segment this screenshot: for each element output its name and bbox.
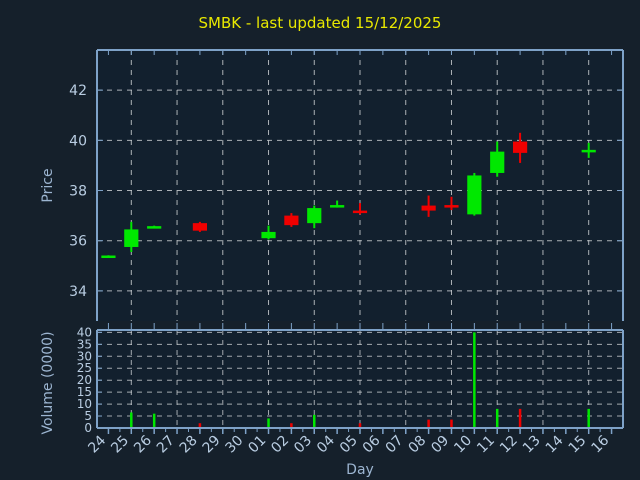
volume-ytick-label: 20 <box>77 373 92 387</box>
candle-body <box>512 141 528 153</box>
xtick-label-05: 05 <box>337 433 361 457</box>
x-axis-title: Day <box>346 462 374 478</box>
xtick-label-02: 02 <box>268 433 292 457</box>
candlestick-24 <box>101 255 116 259</box>
volume-ytick-label: 0 <box>84 421 92 435</box>
xtick-label-10: 10 <box>451 433 475 457</box>
volume-ytick-label: 10 <box>77 397 92 411</box>
xtick-label-16: 16 <box>588 432 612 456</box>
xtick-label-11: 11 <box>474 433 498 457</box>
volume-ytick-label: 35 <box>77 337 92 351</box>
candle-body <box>124 229 139 247</box>
xtick-label-04: 04 <box>314 432 338 456</box>
candlestick-11 <box>490 141 505 177</box>
xtick-label-30: 30 <box>223 433 247 457</box>
xtick-label-27: 27 <box>154 433 178 457</box>
chart-title: SMBK - last updated 15/12/2025 <box>198 14 442 32</box>
volume-ytick-label: 30 <box>77 349 92 363</box>
xtick-label-12: 12 <box>497 433 521 457</box>
candlestick-03 <box>307 205 322 229</box>
price-ytick-label: 38 <box>69 184 87 200</box>
xtick-label-03: 03 <box>291 433 315 457</box>
candle-body <box>421 205 436 211</box>
candle-body <box>490 151 505 173</box>
candlestick-26 <box>147 225 162 229</box>
candlestick-09 <box>444 196 459 211</box>
xtick-label-08: 08 <box>406 433 430 457</box>
candle-body <box>284 215 299 226</box>
xtick-label-15: 15 <box>566 433 590 457</box>
price-ytick-label: 36 <box>69 234 87 250</box>
candlestick-28 <box>192 221 208 232</box>
price-ytick-label: 40 <box>69 133 87 149</box>
xtick-label-26: 26 <box>131 432 155 456</box>
price-plot-area <box>97 50 623 321</box>
price-axis-title: Price <box>40 168 56 202</box>
candlestick-05 <box>352 203 368 215</box>
xtick-label-06: 06 <box>360 432 384 456</box>
xtick-label-29: 29 <box>200 433 224 457</box>
candle-body <box>444 205 459 208</box>
price-ytick-label: 42 <box>69 83 87 99</box>
candlestick-12 <box>512 132 528 163</box>
candle-body <box>261 231 276 239</box>
xtick-label-14: 14 <box>543 432 567 456</box>
volume-ytick-label: 40 <box>77 325 92 339</box>
xtick-label-07: 07 <box>383 433 407 457</box>
candlestick-10 <box>467 172 482 216</box>
candle-body <box>307 208 322 224</box>
candlestick-02 <box>284 213 299 227</box>
xtick-label-24: 24 <box>85 432 109 456</box>
candle-body <box>192 223 208 231</box>
candle-body <box>467 175 482 215</box>
candlestick-01 <box>261 225 276 240</box>
candlestick-25 <box>124 221 139 252</box>
price-ytick-label: 34 <box>69 284 87 300</box>
candle-body <box>352 210 368 214</box>
candle-body <box>581 149 596 153</box>
candlestick-08 <box>421 195 436 217</box>
candlestick-15 <box>581 142 596 158</box>
xtick-label-13: 13 <box>520 433 544 457</box>
xtick-label-28: 28 <box>177 433 201 457</box>
volume-ytick-label: 25 <box>77 361 92 375</box>
xtick-label-25: 25 <box>108 433 132 457</box>
candlestick-04 <box>330 200 345 208</box>
candle-body <box>147 226 162 229</box>
xtick-label-09: 09 <box>428 433 452 457</box>
volume-ytick-label: 15 <box>77 385 92 399</box>
xtick-label-01: 01 <box>245 433 269 457</box>
candle-body <box>101 255 116 259</box>
volume-ytick-label: 5 <box>84 409 92 423</box>
volume-axis-title: Volume (0000) <box>40 331 56 434</box>
candle-body <box>330 205 345 208</box>
